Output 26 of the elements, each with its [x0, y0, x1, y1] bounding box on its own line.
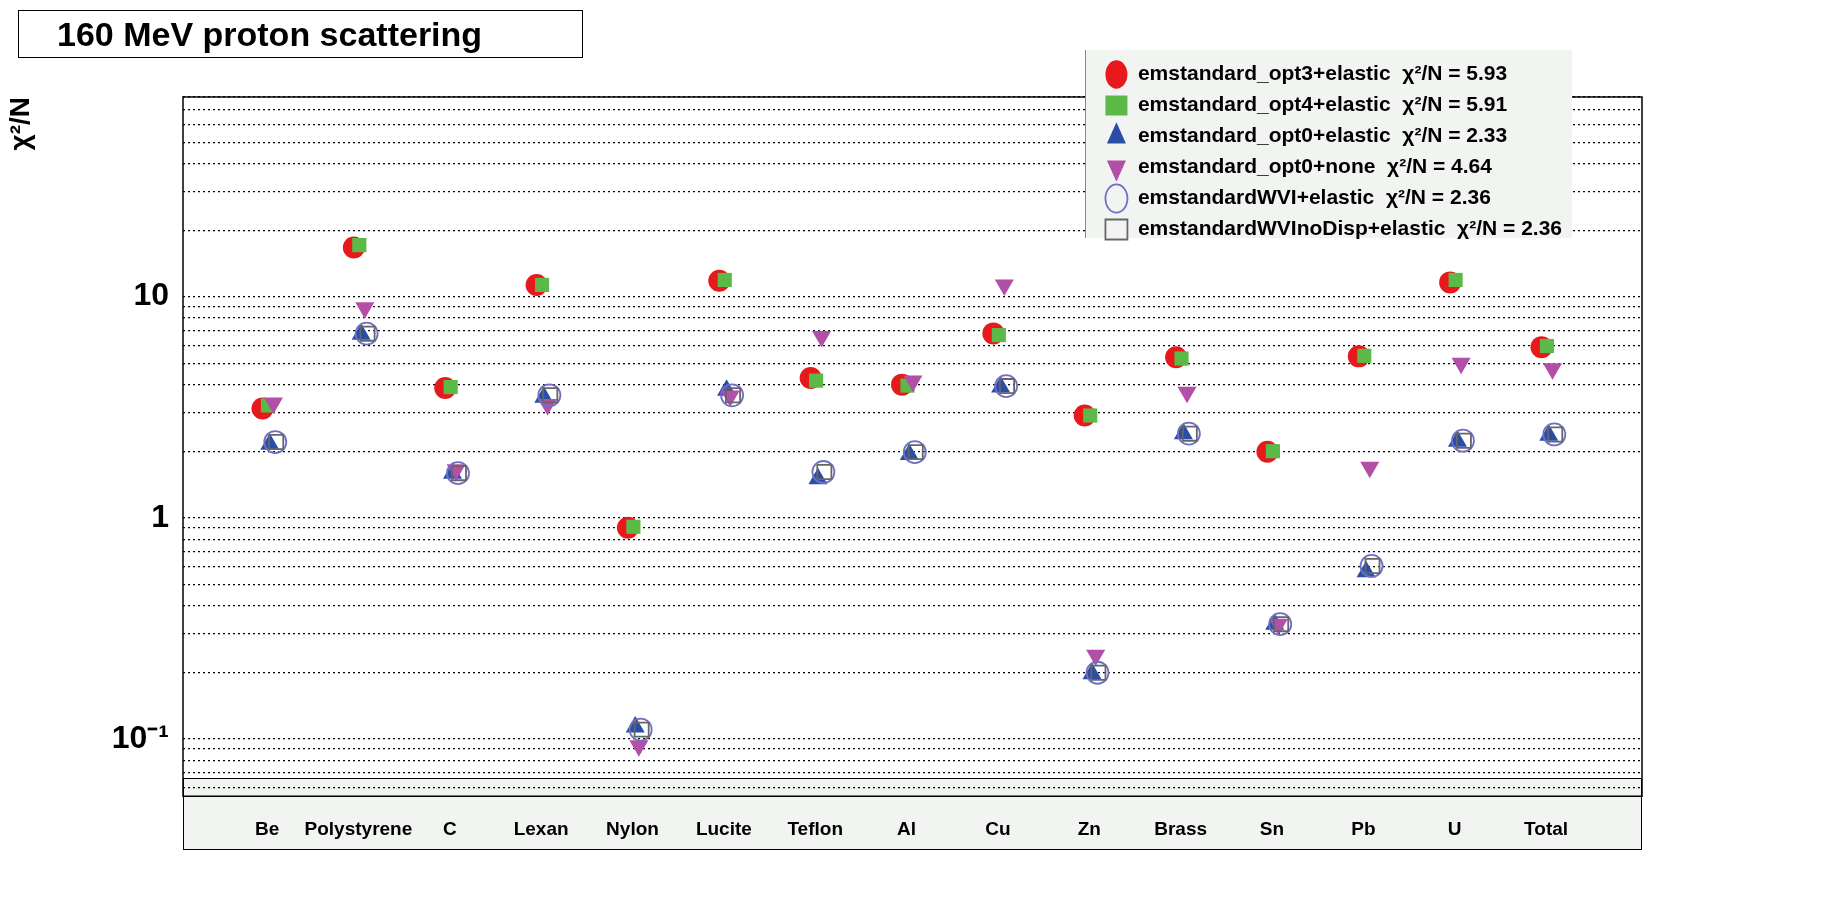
chart-title: 160 MeV proton scattering	[18, 10, 583, 58]
x-tick-label: Polystyrene	[304, 817, 413, 839]
x-tick-label: Lucite	[695, 817, 752, 839]
legend-label: emstandard_opt3+elastic χ²/N = 5.93	[1137, 61, 1508, 85]
legend-label: emstandard_opt0+none χ²/N = 4.64	[1137, 154, 1493, 178]
x-tick-label: Lexan	[513, 817, 569, 839]
x-tick-label: Brass	[1154, 817, 1208, 839]
x-tick-label: Pb	[1351, 817, 1376, 839]
x-tick-label: Zn	[1077, 817, 1101, 839]
x-tick-label: U	[1447, 817, 1462, 839]
y-tick-label: 1	[151, 497, 169, 534]
legend-label: emstandard_opt0+elastic χ²/N = 2.33	[1137, 123, 1508, 147]
y-tick-label: 10⁻¹	[111, 718, 169, 755]
x-tick-label: Nylon	[606, 817, 659, 839]
x-tick-label: Cu	[985, 817, 1011, 839]
legend-label: emstandardWVI+elastic χ²/N = 2.36	[1137, 185, 1491, 209]
x-tick-label: Al	[897, 817, 917, 839]
x-tick-label: Be	[254, 817, 280, 839]
x-tick-label: C	[442, 817, 457, 839]
y-tick-label: 10	[133, 276, 169, 313]
x-tick-label: Teflon	[787, 817, 843, 839]
legend-label: emstandardWVInoDisp+elastic χ²/N = 2.36	[1137, 216, 1562, 240]
x-tick-label: Total	[1524, 817, 1569, 839]
y-axis-title: χ²/N	[3, 97, 35, 151]
legend-label: emstandard_opt4+elastic χ²/N = 5.91	[1137, 92, 1508, 116]
x-tick-label: Sn	[1259, 817, 1285, 839]
